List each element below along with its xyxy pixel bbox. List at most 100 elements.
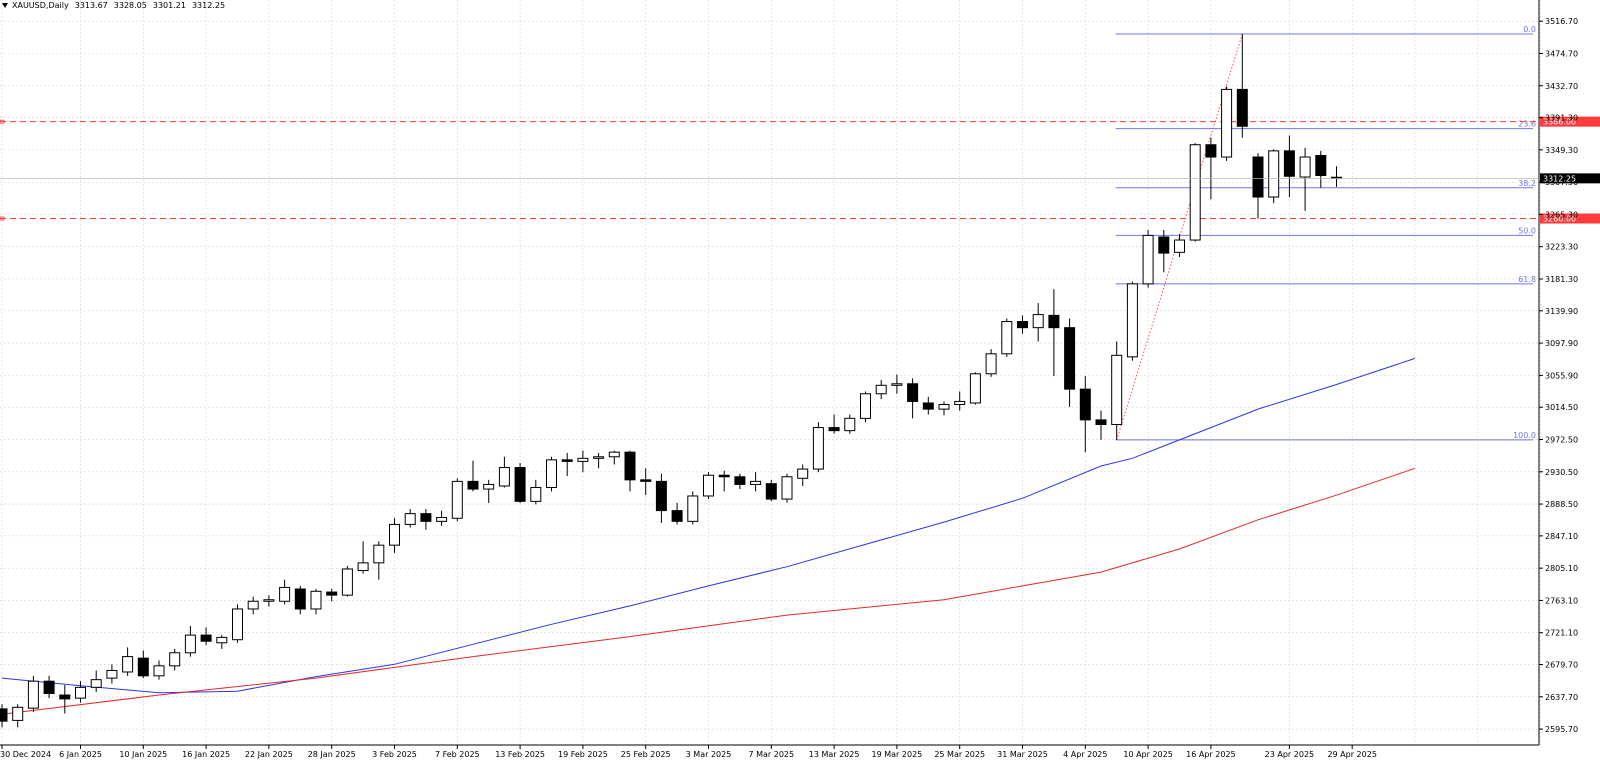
candle-body	[718, 474, 730, 478]
candle-body	[27, 680, 39, 709]
time-tick-label: 19 Mar 2025	[872, 750, 923, 759]
candle	[1268, 149, 1280, 204]
candle	[27, 675, 39, 712]
candle-body	[875, 384, 887, 395]
candle	[640, 468, 652, 496]
ohlc-close: 3312.25	[191, 1, 226, 10]
candle	[860, 391, 871, 423]
candle	[498, 456, 510, 488]
candle-body	[655, 480, 667, 512]
candle-body	[1189, 144, 1201, 241]
candle	[1158, 230, 1170, 273]
price-tick-label: 2763.10	[1545, 596, 1578, 605]
candle-body	[1174, 239, 1185, 253]
ma-fast-line	[1, 357, 1416, 694]
time-tick-label: 31 Mar 2025	[997, 750, 1048, 759]
price-tick-label: 3097.90	[1545, 339, 1578, 348]
candle-body	[59, 694, 71, 700]
candle	[389, 518, 400, 553]
candle	[263, 595, 275, 607]
candle	[483, 479, 495, 503]
candle-body	[1299, 156, 1311, 178]
candle-body	[200, 634, 212, 642]
candle-body	[247, 600, 259, 610]
candle	[546, 456, 557, 492]
candle	[200, 627, 212, 646]
candle-body	[43, 680, 55, 695]
candle	[765, 479, 777, 502]
current-price-tag	[1540, 173, 1600, 184]
candle	[357, 541, 369, 574]
candle	[1299, 147, 1311, 211]
candle	[43, 675, 55, 699]
candle-body	[828, 427, 840, 432]
candle-body	[232, 608, 243, 641]
candle-body	[938, 404, 950, 410]
horizontal-line-price-tag	[1540, 213, 1600, 224]
candle	[137, 650, 149, 679]
horizontal-lines[interactable]: 3386.00 3260.00	[0, 116, 1600, 224]
candle	[310, 588, 322, 615]
candle	[954, 391, 966, 411]
candle-body	[750, 480, 762, 485]
fibonacci-retracement[interactable]: 0.0 23.6 38.2 50.0 61.8 100.0	[1115, 25, 1536, 441]
candle-body	[357, 562, 369, 572]
candle	[844, 414, 856, 434]
candle-body	[561, 459, 573, 462]
ma-slow-line	[1, 467, 1416, 715]
price-tick-label: 3223.30	[1545, 243, 1578, 252]
fib-level-label: 38.2	[1518, 179, 1536, 188]
time-tick-label: 7 Mar 2025	[748, 750, 794, 759]
fib-level-label: 0.0	[1523, 25, 1536, 34]
candle-body	[1221, 88, 1233, 158]
candle	[1032, 303, 1044, 342]
candle	[451, 478, 463, 522]
price-tick-label: 2637.70	[1545, 693, 1578, 702]
candle-body	[1079, 388, 1091, 421]
current-price-label: 3312.25	[1543, 174, 1576, 183]
price-tick-label: 2847.10	[1545, 532, 1578, 541]
candle-body	[90, 679, 102, 688]
candle-body	[577, 457, 589, 462]
candle-body	[687, 495, 699, 522]
candle	[1126, 281, 1138, 361]
moving-averages	[1, 357, 1416, 715]
candle	[153, 660, 165, 680]
price-axis[interactable]: 3516.703474.703432.703391.303349.303307.…	[0, 0, 1600, 745]
candle	[1331, 166, 1342, 187]
candle	[279, 579, 291, 605]
time-tick-label: 3 Feb 2025	[372, 750, 417, 759]
candle	[1111, 341, 1123, 440]
candle	[577, 450, 589, 473]
horizontal-line-price-label: 3386.00	[1543, 118, 1576, 127]
price-tick-label: 3181.30	[1545, 275, 1578, 284]
time-axis[interactable]: 30 Dec 2024 6 Jan 2025 10 Jan 2025 16 Jan 2…	[0, 744, 1539, 759]
candle	[436, 510, 448, 526]
candle-body	[907, 383, 919, 402]
price-tick-label: 3055.90	[1545, 371, 1578, 380]
candle	[687, 491, 699, 525]
candle	[938, 401, 950, 416]
time-tick-label: 29 Apr 2025	[1327, 750, 1376, 759]
candle-body	[294, 588, 306, 610]
candle	[1017, 315, 1028, 334]
time-tick-label: 7 Feb 2025	[435, 750, 480, 759]
candle	[907, 378, 919, 419]
candle	[718, 470, 730, 492]
candle-body	[530, 487, 542, 502]
candle-body	[106, 669, 118, 679]
price-tick-label: 2930.50	[1545, 468, 1578, 477]
candle-body	[169, 652, 181, 667]
candle	[1001, 318, 1013, 357]
candle-body	[608, 451, 620, 458]
candle	[326, 588, 338, 602]
candle-body	[781, 476, 793, 500]
candle	[1205, 137, 1217, 200]
candle-body	[326, 591, 338, 596]
candle	[294, 585, 306, 615]
candle-body	[844, 417, 856, 432]
chart-menu-triangle-icon[interactable]	[2, 3, 8, 8]
candle-body	[624, 451, 636, 481]
